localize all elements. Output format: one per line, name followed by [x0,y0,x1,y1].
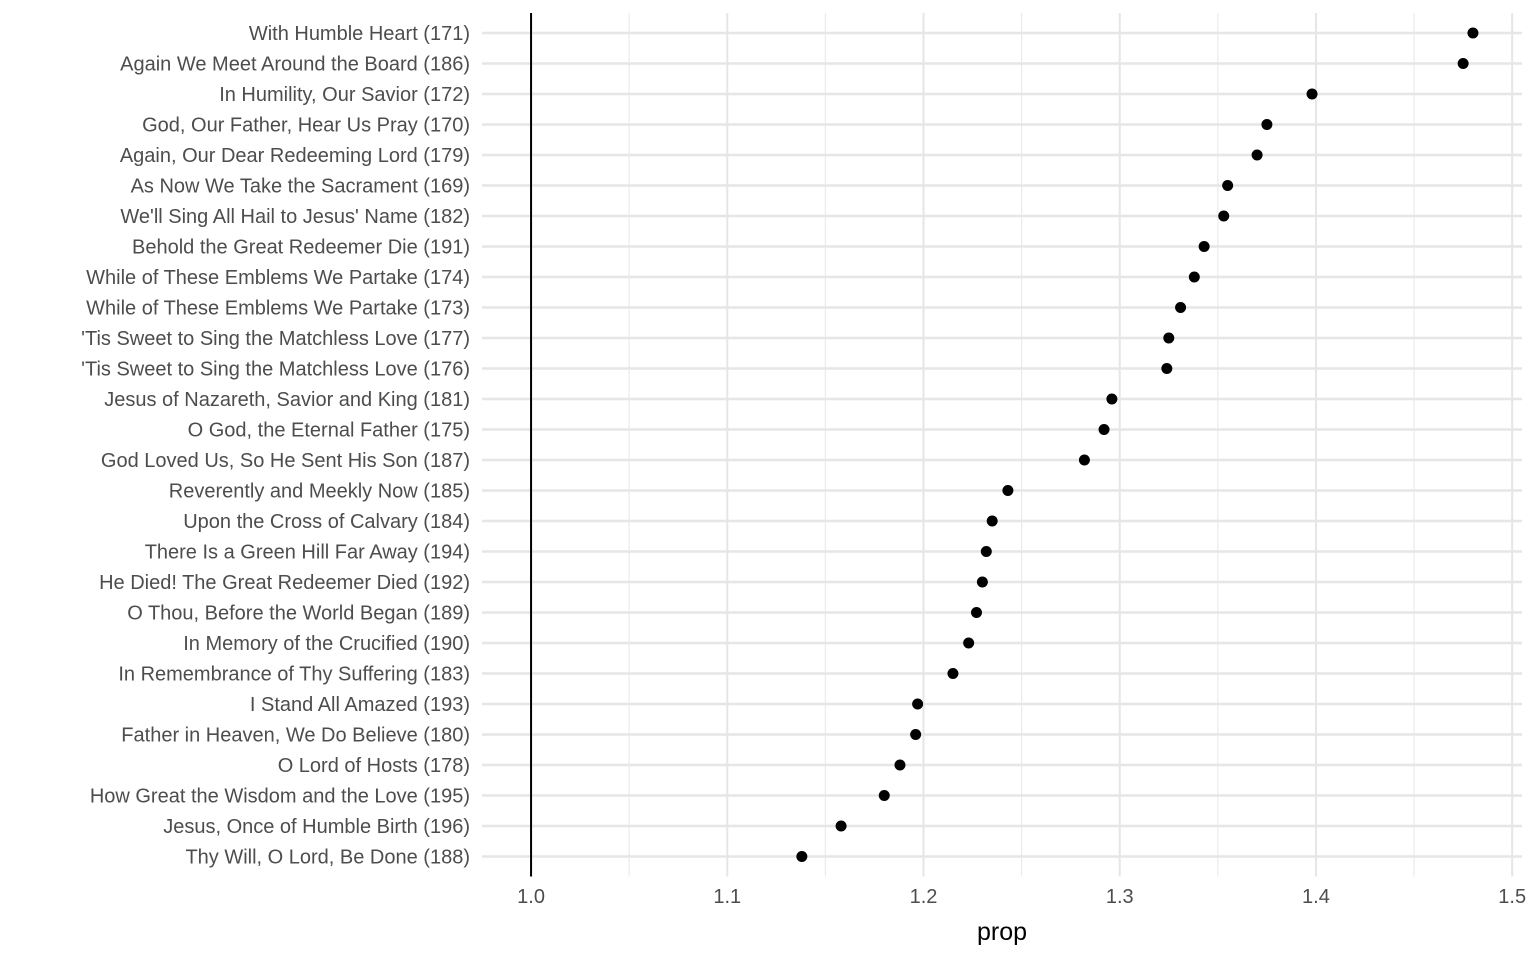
category-label: Again We Meet Around the Board (186) [120,54,470,76]
data-point [1188,271,1200,283]
data-point [1163,332,1175,344]
data-points [796,27,1479,862]
category-label: While of These Emblems We Partake (173) [86,298,470,320]
category-label: 'Tis Sweet to Sing the Matchless Love (1… [81,328,470,350]
data-point [894,759,906,771]
data-point [947,668,959,679]
data-point [910,729,922,740]
x-tick-label: 1.5 [1498,886,1526,908]
data-point [1251,149,1263,161]
data-point [1467,27,1479,39]
data-point [970,607,982,618]
data-point [1306,88,1318,100]
data-point [1106,393,1118,405]
data-point [1222,180,1234,191]
category-label: We'll Sing All Hail to Jesus' Name (182) [120,206,470,228]
data-point [1261,119,1273,130]
data-point [912,698,924,710]
x-tick-label: 1.4 [1302,886,1330,908]
x-tick-label: 1.2 [910,886,938,908]
category-label: Upon the Cross of Calvary (184) [183,511,470,533]
category-label: Jesus of Nazareth, Savior and King (181) [104,389,470,411]
category-label: 'Tis Sweet to Sing the Matchless Love (1… [81,359,470,381]
minor-grid [628,13,1415,877]
data-point [1218,210,1230,222]
category-label: O God, the Eternal Father (175) [188,420,470,442]
category-label: Behold the Great Redeemer Die (191) [132,237,470,259]
category-label: O Lord of Hosts (178) [278,755,470,777]
data-point [878,790,890,801]
data-point [980,546,992,557]
data-point [1002,485,1014,496]
category-label: How Great the Wisdom and the Love (195) [90,786,470,808]
category-label: God, Our Father, Hear Us Pray (170) [142,115,470,137]
data-point [976,576,988,588]
category-label: While of These Emblems We Partake (174) [86,267,470,289]
category-label: Thy Will, O Lord, Be Done (188) [185,847,470,869]
category-label: With Humble Heart (171) [249,23,470,45]
category-label: He Died! The Great Redeemer Died (192) [99,572,470,594]
category-label: Jesus, Once of Humble Birth (196) [163,816,470,838]
x-tick-labels: 1.0 1.1 1.2 1.3 1.4 1.5 [517,886,1526,908]
category-label: God Loved Us, So He Sent His Son (187) [101,450,470,472]
category-label: Reverently and Meekly Now (185) [169,481,470,503]
category-label: Again, Our Dear Redeeming Lord (179) [120,145,470,167]
data-point [1198,241,1210,252]
category-label: In Humility, Our Savior (172) [219,84,470,106]
data-point [986,515,998,527]
data-point [963,637,975,649]
x-tick-label: 1.0 [517,886,545,908]
category-label: In Remembrance of Thy Suffering (183) [118,664,470,686]
major-grid [482,13,1522,877]
data-point [1098,424,1110,435]
x-tick-label: 1.1 [713,886,741,908]
data-point [835,820,847,832]
category-label: There Is a Green Hill Far Away (194) [145,542,470,564]
category-label: Father in Heaven, We Do Believe (180) [121,725,470,747]
data-point [1161,363,1173,374]
category-label: O Thou, Before the World Began (189) [127,603,470,625]
data-point [1457,58,1469,69]
data-point [1175,302,1187,313]
data-point [796,851,808,862]
x-axis-title: prop [977,918,1027,946]
category-label: As Now We Take the Sacrament (169) [131,176,470,198]
data-point [1078,454,1090,466]
x-tick-label: 1.3 [1106,886,1134,908]
category-label: I Stand All Amazed (193) [250,694,470,716]
category-label: In Memory of the Crucified (190) [183,633,470,655]
category-labels: With Humble Heart (171) Again We Meet Aro… [81,23,470,869]
